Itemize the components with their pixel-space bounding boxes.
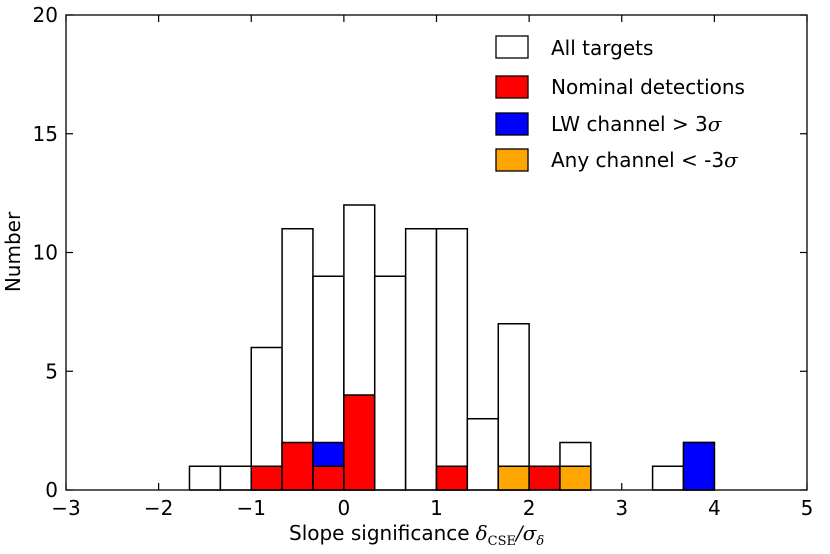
legend-swatch-nominal-detections [495, 75, 529, 99]
x-tick-label: 2 [523, 496, 536, 520]
x-tick-label: 5 [801, 496, 814, 520]
legend-swatch-any-channel [495, 148, 529, 172]
bars-layer [188, 204, 716, 491]
x-axis-label: Slope significance δCSE/σδ [289, 521, 544, 549]
y-tick-label: 5 [45, 359, 58, 383]
bar-series-3 [559, 465, 592, 491]
y-tick-label: 20 [33, 3, 58, 27]
bar-all-targets [497, 323, 530, 491]
bar-all-targets [466, 418, 499, 491]
x-tick-label: 3 [615, 496, 628, 520]
x-tick-label: −1 [237, 496, 266, 520]
legend-swatch-lw-channel [495, 112, 529, 136]
bar-series-1 [281, 441, 314, 491]
bar-series-3 [497, 465, 530, 491]
y-axis-label: Number [1, 211, 25, 292]
bar-all-targets [373, 275, 407, 491]
x-axis-label-text: Slope significance [289, 521, 470, 545]
bar-series-2 [682, 441, 716, 491]
bar-series-2 [312, 441, 345, 467]
y-tick-label: 10 [33, 241, 58, 265]
y-tick-label: 0 [45, 478, 58, 502]
bar-series-1 [435, 465, 469, 491]
bar-series-1 [528, 465, 561, 491]
legend-label-all-targets: All targets [551, 36, 653, 60]
bar-series-1 [312, 465, 345, 491]
x-axis-label-slash: / [514, 521, 525, 545]
y-tick-label: 15 [33, 122, 58, 146]
x-tick-label: −3 [51, 496, 80, 520]
bar-all-targets [219, 465, 252, 491]
legend-label-any-channel-sigma: σ [724, 148, 739, 172]
legend-label-any-channel-text: Any channel < -3 [551, 148, 724, 172]
x-axis-label-sigma-sub: δ [536, 534, 544, 549]
bar-series-1 [250, 465, 283, 491]
x-tick-label: 4 [708, 496, 721, 520]
x-tick-label: 0 [338, 496, 351, 520]
ticks-layer: −3 −2 −1 0 1 2 3 4 5 0 5 10 15 20 [33, 3, 814, 520]
legend-label-lw-channel-sigma: σ [708, 112, 723, 136]
bar-all-targets [404, 228, 438, 491]
legend-label-lw-channel: LW channel > 3σ [551, 112, 723, 136]
bar-all-targets [435, 228, 469, 491]
legend-label-any-channel: Any channel < -3σ [551, 148, 739, 172]
legend-swatch-all-targets [495, 35, 529, 59]
legend-label-nominal-detections: Nominal detections [551, 75, 745, 99]
x-tick-label: 1 [430, 496, 443, 520]
bar-all-targets [188, 465, 222, 491]
legend-label-lw-channel-text: LW channel > 3 [551, 112, 708, 136]
x-axis-label-delta-sub: CSE [488, 534, 516, 549]
bar-all-targets [651, 465, 685, 491]
x-tick-label: −2 [144, 496, 173, 520]
x-axis-label-delta: δ [476, 521, 488, 545]
legend: All targets Nominal detections LW channe… [495, 35, 745, 172]
bar-series-1 [343, 394, 376, 491]
x-axis-label-sigma: σ [523, 521, 538, 545]
